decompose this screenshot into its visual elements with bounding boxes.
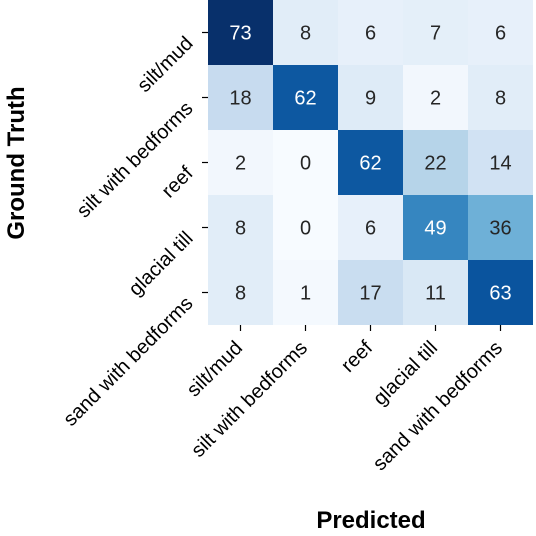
- cell-value-label: 0: [300, 153, 311, 175]
- cell-value-label: 8: [235, 218, 246, 240]
- cell-value-label: 9: [365, 88, 376, 110]
- heatmap-cell: [273, 195, 338, 260]
- heatmap-cell: [468, 195, 533, 260]
- y-tick-label: sand with bedforms: [59, 292, 197, 430]
- heatmap-cell: [468, 0, 533, 65]
- x-tick-label: sand with bedforms: [369, 337, 507, 475]
- x-tick-label: reef: [337, 337, 377, 377]
- heatmap-cell: [403, 260, 468, 325]
- heatmap-cells: [208, 0, 533, 325]
- cell-value-label: 2: [430, 88, 441, 110]
- heatmap-cell: [403, 0, 468, 65]
- cell-value-label: 6: [365, 218, 376, 240]
- heatmap-cell: [338, 130, 403, 195]
- cell-value-label: 63: [489, 283, 511, 305]
- cell-value-label: 62: [294, 88, 316, 110]
- cell-value-label: 14: [489, 153, 511, 175]
- heatmap-cell: [338, 260, 403, 325]
- y-tick-label: silt with bedforms: [73, 97, 198, 222]
- cell-value-label: 1: [300, 283, 311, 305]
- cell-annotations: 73 8 6 7 6 18 62 9 2 8 2 0 62 22 14 8 0 6 49 36 8 1 17 11 63: [229, 23, 511, 305]
- heatmap-cell: [403, 130, 468, 195]
- heatmap-cell: [273, 0, 338, 65]
- heatmap-cell: [273, 260, 338, 325]
- heatmap-cell: [468, 260, 533, 325]
- cell-value-label: 73: [229, 23, 251, 45]
- cell-value-label: 6: [365, 23, 376, 45]
- heatmap-cell: [338, 0, 403, 65]
- cell-value-label: 49: [424, 218, 446, 240]
- heatmap-cell: [338, 195, 403, 260]
- heatmap-cell: [208, 260, 273, 325]
- cell-value-label: 2: [235, 153, 246, 175]
- y-tick-label: glacial till: [125, 227, 198, 300]
- cell-value-label: 8: [235, 283, 246, 305]
- x-axis-title: Predicted: [316, 507, 425, 534]
- cell-value-label: 22: [424, 153, 446, 175]
- cell-value-label: 8: [495, 88, 506, 110]
- heatmap-cell: [468, 130, 533, 195]
- cell-value-label: 62: [359, 153, 381, 175]
- cell-value-label: 17: [359, 283, 381, 305]
- cell-value-label: 11: [425, 283, 446, 305]
- heatmap-cell: [403, 65, 468, 130]
- cell-value-label: 8: [300, 23, 311, 45]
- heatmap-cell: [403, 195, 468, 260]
- axis-ticks: [202, 31, 502, 331]
- y-tick-label: silt/mud: [133, 32, 197, 96]
- heatmap-cell: [273, 65, 338, 130]
- heatmap-cell: [468, 65, 533, 130]
- cell-value-label: 36: [489, 218, 511, 240]
- y-axis-title: Ground Truth: [3, 86, 30, 239]
- heatmap-cell: [338, 65, 403, 130]
- heatmap-cell: [208, 0, 273, 65]
- x-tick-label: silt with bedforms: [187, 337, 312, 462]
- cell-value-label: 6: [495, 23, 506, 45]
- x-tick-label: silt/mud: [183, 337, 247, 401]
- cell-value-label: 18: [229, 88, 251, 110]
- heatmap-cell: [273, 130, 338, 195]
- heatmap-cell: [208, 195, 273, 260]
- y-tick-label: reef: [158, 162, 198, 202]
- cell-value-label: 0: [300, 218, 311, 240]
- heatmap-cell: [208, 65, 273, 130]
- cell-value-label: 7: [430, 23, 441, 45]
- heatmap-cell: [208, 130, 273, 195]
